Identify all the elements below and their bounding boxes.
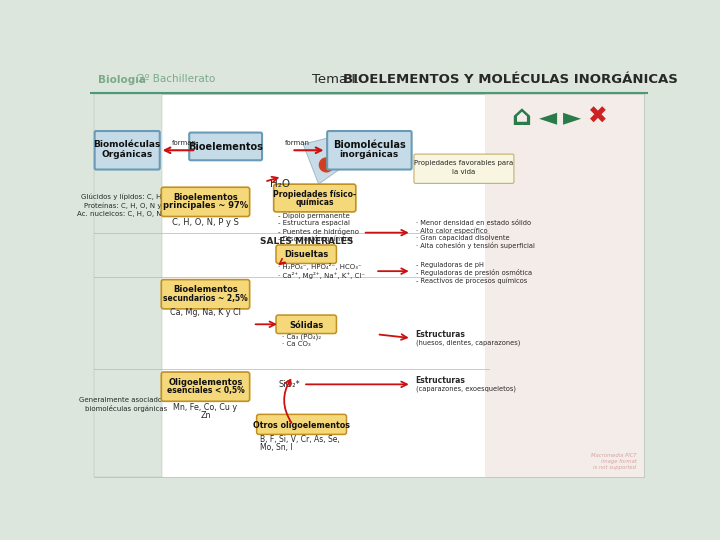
Text: - Dípolo permanente: - Dípolo permanente [277, 212, 349, 219]
Text: secundarios ~ 2,5%: secundarios ~ 2,5% [163, 294, 248, 302]
Text: Bioelementos: Bioelementos [188, 142, 263, 152]
Text: la vida: la vida [452, 169, 475, 175]
Text: Mo, Sn, I: Mo, Sn, I [261, 443, 293, 452]
FancyBboxPatch shape [276, 315, 336, 334]
Text: Ca, Mg, Na, K y Cl: Ca, Mg, Na, K y Cl [170, 308, 241, 317]
FancyBboxPatch shape [90, 65, 648, 92]
Text: ⌂: ⌂ [511, 103, 531, 131]
Text: esenciales < 0,5%: esenciales < 0,5% [166, 386, 244, 395]
Text: Biomoléculas: Biomoléculas [333, 140, 405, 150]
Polygon shape [303, 138, 346, 184]
Text: inorgánicas: inorgánicas [339, 150, 399, 159]
Text: - Reactivos de procesos químicos: - Reactivos de procesos químicos [415, 277, 527, 284]
Text: Generalmente asociados a: Generalmente asociados a [79, 397, 172, 403]
Text: · Ca₃ (PO₄)₂: · Ca₃ (PO₄)₂ [282, 333, 321, 340]
Text: Mn, Fe, Co, Cu y: Mn, Fe, Co, Cu y [174, 403, 238, 412]
Text: químicas: químicas [295, 198, 334, 207]
Text: · Ca²⁺, Mg²⁺, Na⁺, K⁺, Cl⁻: · Ca²⁺, Mg²⁺, Na⁺, K⁺, Cl⁻ [279, 272, 366, 279]
Text: Sólidas: Sólidas [289, 321, 323, 329]
FancyBboxPatch shape [189, 132, 262, 160]
Text: ►: ► [563, 105, 581, 129]
Text: (huesos, dientes, caparazones): (huesos, dientes, caparazones) [415, 340, 520, 346]
Text: · H₂PO₄⁻, HPO₄²⁻, HCO₃⁻: · H₂PO₄⁻, HPO₄²⁻, HCO₃⁻ [279, 263, 362, 270]
Text: Otros oligoelementos: Otros oligoelementos [253, 421, 350, 430]
Text: biomoléculas orgánicas: biomoléculas orgánicas [84, 404, 167, 411]
Text: Estructuras: Estructuras [415, 330, 465, 339]
FancyBboxPatch shape [414, 154, 514, 184]
Text: Oligoelementos: Oligoelementos [168, 377, 243, 387]
Text: SALES MINERALES: SALES MINERALES [261, 238, 354, 246]
Text: · Alta cohesión y tensión superficial: · Alta cohesión y tensión superficial [415, 242, 534, 249]
FancyBboxPatch shape [274, 184, 356, 212]
Text: Propiedades favorables para: Propiedades favorables para [414, 160, 513, 166]
Text: Tema I.: Tema I. [312, 73, 363, 86]
Text: H₂O: H₂O [270, 179, 290, 189]
FancyBboxPatch shape [94, 94, 162, 477]
FancyBboxPatch shape [161, 372, 250, 401]
Text: Macromedia PICT
image format
is not supported: Macromedia PICT image format is not supp… [590, 453, 636, 470]
Text: Biología: Biología [98, 74, 145, 85]
Text: Glúcidos y lípidos: C, H, O: Glúcidos y lípidos: C, H, O [81, 194, 171, 200]
Text: Propiedades físico-: Propiedades físico- [273, 190, 356, 199]
Text: Proteínas: C, H, O, N y S: Proteínas: C, H, O, N y S [84, 202, 168, 209]
Text: Disueltas: Disueltas [284, 251, 328, 260]
Text: forman: forman [285, 140, 310, 146]
Text: · Menor densidad en estado sólido: · Menor densidad en estado sólido [415, 220, 531, 226]
Text: (caparazones, exoesqueletos): (caparazones, exoesqueletos) [415, 386, 516, 392]
Text: B, F, Si, V, Cr, As, Se,: B, F, Si, V, Cr, As, Se, [261, 435, 341, 443]
FancyBboxPatch shape [327, 131, 412, 170]
Text: - Reguladoras de presión osmótica: - Reguladoras de presión osmótica [415, 269, 531, 276]
Text: Bioelementos: Bioelementos [173, 193, 238, 202]
Text: SiO₂*: SiO₂* [279, 380, 300, 389]
Text: Zn: Zn [200, 411, 211, 421]
Polygon shape [485, 94, 644, 477]
Text: BIOELEMENTOS Y MOLÉCULAS INORGÁNICAS: BIOELEMENTOS Y MOLÉCULAS INORGÁNICAS [343, 73, 678, 86]
FancyBboxPatch shape [276, 245, 336, 264]
Text: · Gran capacidad disolvente: · Gran capacidad disolvente [415, 235, 509, 241]
Text: - Estructura espacial: - Estructura espacial [277, 220, 349, 226]
Text: Ac. nucleicos: C, H, O, N y P: Ac. nucleicos: C, H, O, N y P [77, 211, 174, 217]
Text: C, H, O, N, P y S: C, H, O, N, P y S [172, 218, 239, 227]
FancyBboxPatch shape [161, 187, 250, 217]
Text: Orgánicas: Orgánicas [102, 150, 153, 159]
Text: ◄: ◄ [539, 105, 557, 129]
FancyBboxPatch shape [94, 131, 160, 170]
Text: · Ca CO₃: · Ca CO₃ [282, 341, 311, 347]
Text: - Disociación química: - Disociación química [277, 235, 352, 242]
Text: Estructuras: Estructuras [415, 376, 465, 385]
Circle shape [320, 158, 333, 172]
Text: - Puentes de hidrógeno: - Puentes de hidrógeno [277, 228, 359, 234]
Text: - Reguladoras de pH: - Reguladoras de pH [415, 262, 483, 268]
FancyBboxPatch shape [161, 280, 250, 309]
FancyBboxPatch shape [94, 94, 644, 477]
Text: Bioelementos: Bioelementos [173, 285, 238, 294]
Text: Biomoléculas: Biomoléculas [94, 140, 161, 150]
Text: 2º Bachillerato: 2º Bachillerato [138, 75, 215, 84]
Text: · Alto calor específico: · Alto calor específico [415, 227, 487, 234]
Text: principales ~ 97%: principales ~ 97% [163, 201, 248, 210]
FancyBboxPatch shape [256, 414, 346, 434]
Text: forman: forman [171, 140, 197, 146]
Text: ✖: ✖ [588, 105, 608, 129]
